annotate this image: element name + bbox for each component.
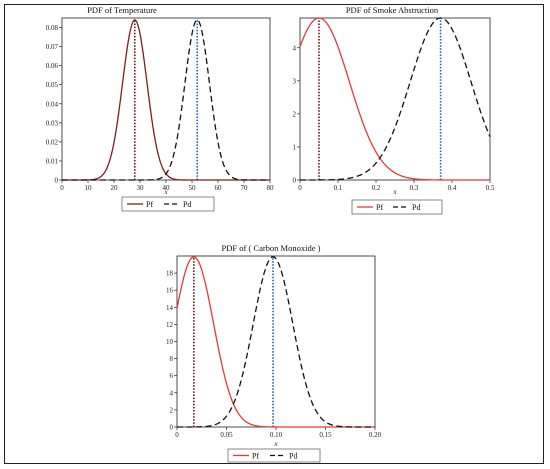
x-tick-label: 10 [85,184,93,192]
x-axis-label: x [273,440,278,448]
y-tick-label: 0.07 [46,43,59,51]
y-tick-label: 18 [166,270,174,278]
series-line-pd [300,17,491,181]
y-tick-label: 2 [170,406,174,414]
x-axis-label: x [392,188,397,196]
chart-title: PDF of Smoke Abstruction [346,5,439,15]
y-tick-label: 0 [55,177,59,185]
figure-frame [4,4,544,464]
y-tick-label: 4 [170,389,174,397]
y-tick-label: 0.01 [46,157,59,165]
x-tick-label: 80 [267,184,275,192]
legend: Pf Pd [351,199,443,215]
y-tick-label: 16 [166,287,174,295]
legend-label-pf: Pf [376,203,383,212]
chart-title: PDF of ( Carbon Monoxide ) [222,243,321,253]
series-line-pd [62,19,270,181]
y-tick-label: 3 [293,77,297,85]
series-line-pf [299,17,490,181]
plot-area-border [299,17,491,181]
legend-label-pf: Pf [252,452,259,461]
x-tick-label: 0 [298,184,302,192]
y-tick-label: 6 [170,372,174,380]
chart-panel-smoke: PDF of Smoke Abstruction 0 0.1 0.2 0.3 0.4 0.… [293,5,495,215]
y-tick-label: 8 [170,355,174,363]
x-tick-label: 30 [137,184,145,192]
x-tick-label: 0.15 [319,431,332,439]
legend-label-pd: Pd [289,452,297,461]
y-tick-label: 12 [166,321,174,329]
y-tick-label: 4 [293,44,297,52]
chart-marks: 0 0.05 0.10 0.15 0.20 0 2 4 6 8 10 12 14 16 18 [166,256,382,439]
y-tick-label: 0.04 [46,100,59,108]
series-line-pf [62,19,270,181]
legend-label-pf: Pf [146,200,153,209]
x-tick-label: 0.5 [486,184,495,192]
legend: Pf Pd [121,196,215,212]
chart-panel-temperature: PDF of Temperature 0 10 20 30 40 50 60 70 80 0 0.0… [46,5,275,212]
y-tick-label: 0.08 [46,24,59,32]
plot-area-border [61,17,271,181]
x-tick-label: 60 [215,184,223,192]
x-tick-label: 50 [189,184,197,192]
chart-marks: 0 0.1 0.2 0.3 0.4 0.5 0 1 2 3 4 [293,17,495,192]
x-axis-label: x [163,188,168,196]
x-tick-label: 0 [175,431,179,439]
y-tick-label: 0 [293,177,297,185]
legend-label-pd: Pd [412,203,420,212]
x-tick-label: 0.2 [372,184,381,192]
plot-area-border [176,255,376,428]
series-line-pd [177,256,375,428]
x-tick-label: 20 [111,184,119,192]
x-tick-label: 0.05 [220,431,233,439]
y-tick-label: 14 [166,304,174,312]
y-tick-label: 0 [170,424,174,432]
x-tick-label: 0.10 [270,431,283,439]
x-tick-label: 0.1 [334,184,343,192]
series-line-pf [176,256,375,428]
x-tick-label: 0.4 [448,184,457,192]
y-tick-label: 1 [293,143,297,151]
x-tick-label: 0.20 [369,431,382,439]
legend-label-pd: Pd [183,200,191,209]
y-tick-label: 0.02 [46,138,59,146]
legend: Pf Pd [227,448,321,463]
chart-marks: 0 10 20 30 40 50 60 70 80 0 0.01 0.02 0.03 0.04 0.05 0.… [46,19,275,192]
chart-panel-carbon-monoxide: PDF of ( Carbon Monoxide ) 0 0.05 0.10 0.15… [166,243,382,463]
y-tick-label: 2 [293,110,297,118]
y-tick-label: 0.05 [46,81,59,89]
x-tick-label: 0 [60,184,64,192]
chart-title: PDF of Temperature [87,5,157,15]
y-tick-label: 0.06 [46,62,59,70]
x-tick-label: 0.3 [410,184,419,192]
x-tick-label: 70 [241,184,249,192]
x-tick-label: 40 [163,184,171,192]
y-tick-label: 0.03 [46,119,59,127]
y-tick-label: 10 [166,338,174,346]
